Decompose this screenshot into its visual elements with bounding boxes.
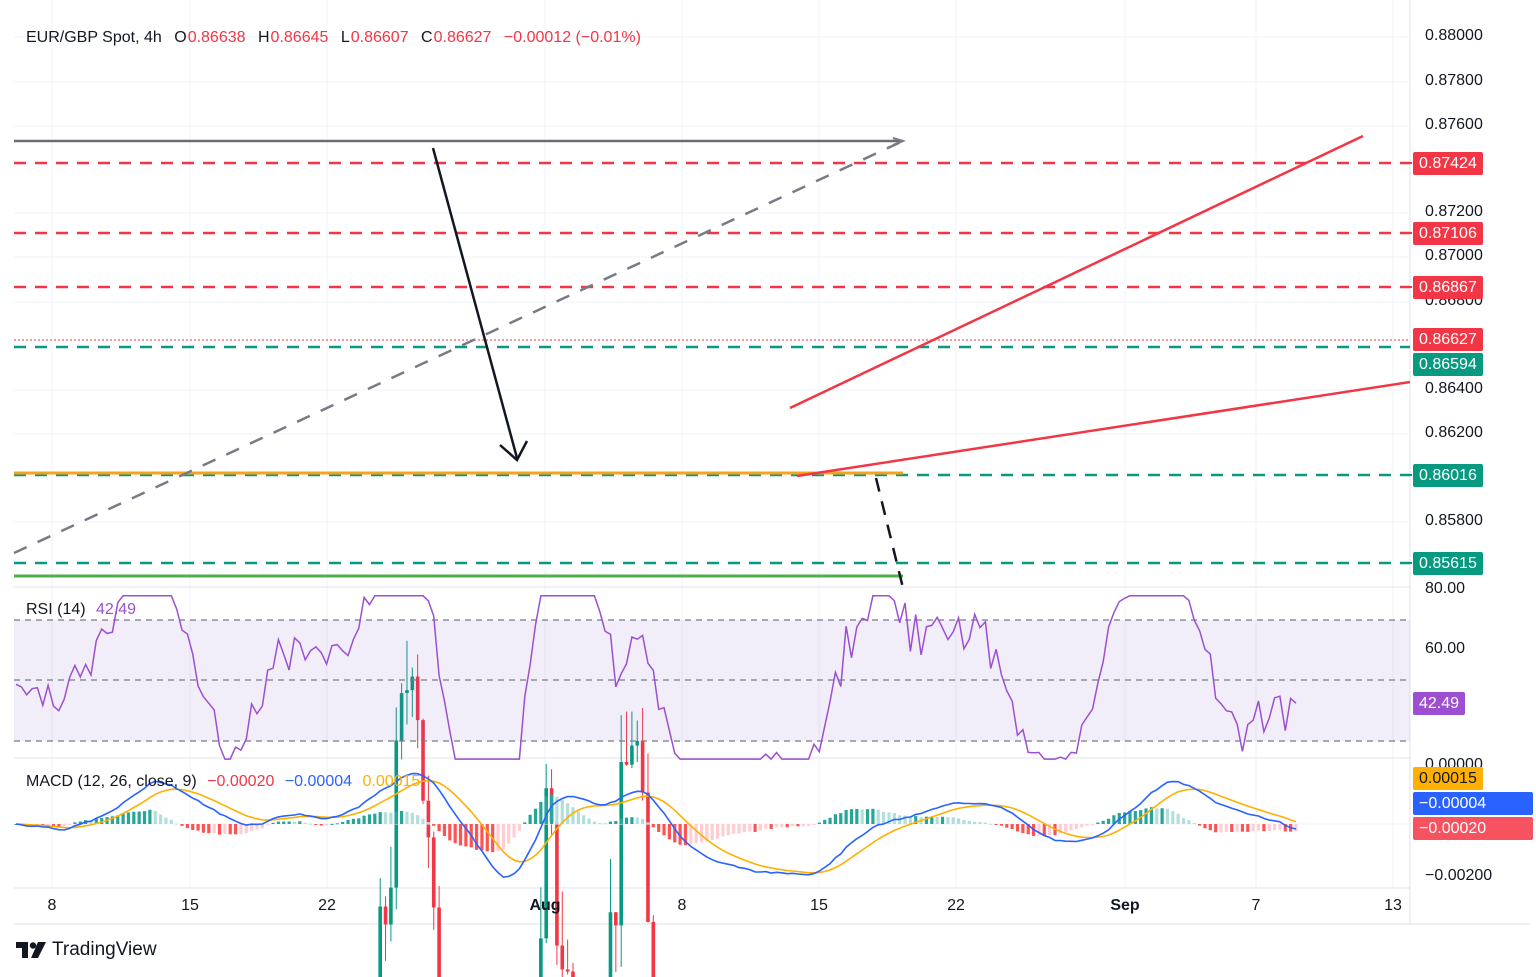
price-tick: 0.87200 (1425, 203, 1483, 220)
rsi-line (15, 595, 1297, 761)
resistance-tag: 0.86867 (1413, 276, 1483, 299)
macd-line (15, 772, 1297, 879)
symbol-title[interactable]: EUR/GBP Spot, 4h (26, 29, 162, 46)
macd-tag: −0.00004 (1413, 792, 1533, 815)
support-levels (14, 345, 1410, 578)
support-tag: 0.86016 (1413, 464, 1483, 487)
resistance-levels (14, 139, 1410, 289)
last-price-tag: 0.86627 (1413, 328, 1483, 351)
date-label: 15 (181, 897, 199, 914)
low-value: 0.86607 (350, 29, 409, 46)
signal-line (15, 779, 1297, 874)
rsi-levels (14, 619, 1410, 742)
date-label: 8 (47, 897, 57, 914)
vertical-gridlines (51, 0, 1394, 888)
symbol-legend: EUR/GBP Spot, 4h O0.86638 H0.86645 L0.86… (26, 29, 641, 46)
macd-histogram-value: −0.00020 (207, 773, 275, 790)
price-tag-ticks (1404, 162, 1412, 564)
rsi-tick: 80.00 (1425, 580, 1466, 597)
rsi-legend: RSI (14) 42.49 (26, 601, 136, 619)
macd-tick: −0.00200 (1425, 867, 1493, 884)
support-tag: 0.86594 (1413, 353, 1483, 376)
rsi-tick: 60.00 (1425, 640, 1466, 657)
price-tick: 0.88000 (1425, 27, 1483, 44)
date-label: 13 (1384, 897, 1402, 914)
date-label: 7 (1251, 897, 1261, 914)
date-label: 15 (810, 897, 828, 914)
price-tick: 0.87800 (1425, 72, 1483, 89)
tradingview-brand[interactable]: TradingView (16, 939, 157, 961)
date-label: 22 (947, 897, 965, 914)
change-value: −0.00012 (−0.01%) (503, 29, 641, 46)
macd-label[interactable]: MACD (12, 26, close, 9) (26, 773, 197, 790)
price-tick: 0.86200 (1425, 424, 1483, 441)
resistance-tag: 0.87424 (1413, 152, 1483, 175)
date-label: 8 (677, 897, 687, 914)
signal-value: 0.00015 (362, 773, 421, 790)
rsi-value-tag: 42.49 (1413, 692, 1466, 715)
date-label: 22 (318, 897, 336, 914)
price-tick: 0.87600 (1425, 116, 1483, 133)
tradingview-logo-icon (16, 942, 46, 958)
open-value: 0.86638 (187, 29, 246, 46)
macd-legend: MACD (12, 26, close, 9) −0.00020 −0.0000… (26, 773, 420, 791)
horizontal-gridlines (14, 36, 1410, 523)
resistance-tag: 0.87106 (1413, 222, 1483, 245)
high-value: 0.86645 (270, 29, 329, 46)
rsi-label[interactable]: RSI (14) (26, 601, 86, 618)
signal-tag: 0.00015 (1413, 767, 1483, 790)
brand-name: TradingView (52, 939, 157, 960)
price-tick: 0.87000 (1425, 247, 1483, 264)
date-label-month: Aug (529, 897, 561, 914)
date-label-month: Sep (1110, 897, 1140, 914)
price-tick: 0.86400 (1425, 380, 1483, 397)
rsi-value: 42.49 (96, 601, 137, 618)
macd-value: −0.00004 (284, 773, 353, 790)
support-tag: 0.85615 (1413, 552, 1483, 575)
histogram-tag: −0.00020 (1413, 817, 1533, 840)
trendlines (13, 134, 1411, 589)
price-tick: 0.85800 (1425, 512, 1483, 529)
close-value: 0.86627 (433, 29, 492, 46)
